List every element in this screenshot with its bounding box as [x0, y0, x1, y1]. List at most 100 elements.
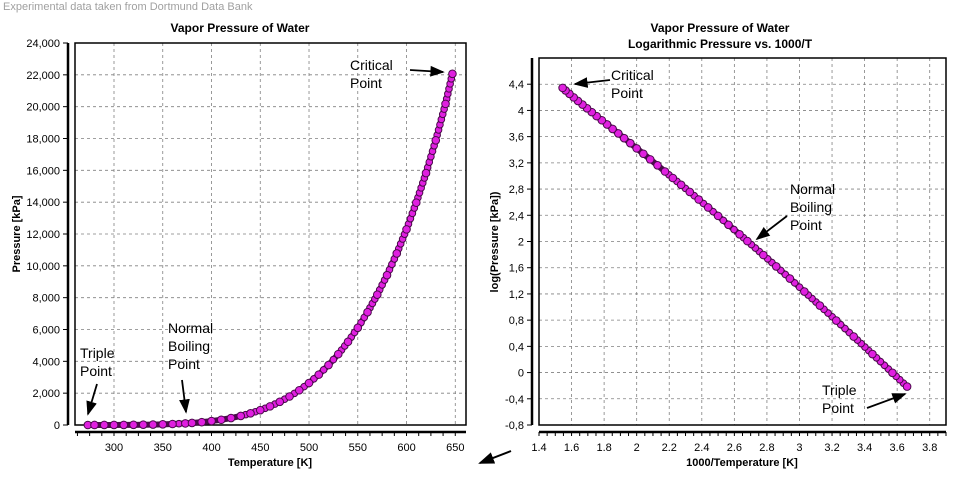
left-y-tick-label: 10,000: [26, 261, 60, 273]
left-x-tick-label: 400: [202, 442, 220, 454]
left-data-point: [90, 420, 99, 430]
left-data-point: [158, 420, 168, 429]
right-data-point: [759, 250, 768, 260]
left-data-point: [99, 420, 109, 430]
left-annotation-text: Normal: [168, 320, 213, 336]
right-x-tick-label: 2.8: [759, 442, 774, 454]
right-y-tick-label: 1,2: [509, 289, 524, 301]
right-data-point: [724, 220, 733, 230]
left-y-tick-label: 0: [54, 420, 60, 432]
left-y-tick-label: 22,000: [26, 70, 60, 82]
right-y-axis-label: log(Pressure [kPa]): [489, 191, 501, 292]
left-x-tick-label: 350: [154, 442, 172, 454]
right-data-point: [639, 149, 648, 159]
left-x-tick-label: 450: [251, 442, 269, 454]
left-data-point: [246, 409, 255, 418]
left-data-point: [411, 198, 421, 207]
left-y-tick-label: 2,000: [32, 388, 60, 400]
left-data-point: [382, 270, 392, 280]
left-data-point: [187, 418, 197, 428]
left-data-point: [304, 378, 314, 388]
left-annotation-text: Point: [168, 356, 200, 372]
left-annotation-text: Triple: [80, 345, 115, 361]
right-data-point: [831, 316, 841, 325]
right-data-point: [703, 203, 713, 212]
source-caption: Experimental data taken from Dortmund Da…: [3, 1, 253, 13]
arrow-down-left-icon[interactable]: [478, 450, 512, 464]
left-annotation-text: Critical: [350, 57, 393, 73]
left-data-point: [324, 360, 333, 370]
left-y-tick-label: 18,000: [26, 134, 60, 146]
left-y-tick-label: 20,000: [26, 102, 60, 114]
right-y-tick-label: 3,2: [509, 158, 524, 170]
left-y-tick-label: 16,000: [26, 165, 60, 177]
left-data-point: [294, 385, 304, 395]
right-x-tick-label: 1.8: [596, 442, 611, 454]
right-data-point: [800, 287, 809, 296]
left-x-tick-label: 550: [349, 442, 367, 454]
right-x-tick-label: 2: [634, 442, 640, 454]
left-y-axis-label: Pressure [kPa]: [11, 195, 23, 272]
right-x-tick-label: 1.4: [531, 442, 546, 454]
left-data-point: [129, 420, 138, 430]
right-y-tick-label: 0: [518, 368, 524, 380]
right-data-point: [815, 301, 825, 310]
left-chart: 300 350 400 450 500 550 600 650 0 2,000 4,000 6,000…: [26, 38, 467, 454]
right-annotation-text: Normal: [790, 181, 835, 197]
left-annotation-text: Boiling: [168, 338, 210, 354]
left-data-point: [168, 419, 177, 429]
right-y-tick-label: 2,4: [509, 210, 524, 222]
right-data-point: [645, 155, 655, 164]
right-x-tick-label: 3.4: [857, 442, 872, 454]
left-annotation-text: Point: [350, 75, 382, 91]
left-x-tick-label: 650: [446, 442, 464, 454]
left-data-point: [207, 416, 216, 426]
left-data-point: [372, 290, 382, 299]
right-y-tick-label: -0,4: [505, 394, 524, 406]
right-data-point: [785, 274, 795, 283]
right-data-point: [653, 160, 662, 170]
right-data-point: [694, 195, 704, 204]
right-y-tick-label: 4,4: [509, 79, 524, 91]
left-data-point: [138, 420, 148, 430]
right-data-point: [771, 262, 781, 271]
left-y-tick-label: 4,000: [32, 356, 60, 368]
left-data-point: [333, 349, 343, 359]
left-y-tick-label: 6,000: [32, 325, 60, 337]
left-data-point: [363, 307, 372, 317]
right-x-axis-label: 1000/Temperature [K]: [686, 457, 798, 469]
right-y-tick-label: 3,6: [509, 132, 524, 144]
left-data-point: [448, 69, 457, 79]
right-data-point: [902, 382, 912, 391]
left-y-tick-label: 12,000: [26, 229, 60, 241]
right-data-point: [735, 229, 744, 239]
right-data-point: [743, 236, 752, 246]
left-data-point: [226, 413, 236, 423]
left-data-point: [441, 99, 450, 109]
right-data-point: [660, 167, 670, 176]
right-data-point: [888, 368, 897, 378]
right-y-tick-label: -0,8: [505, 420, 524, 432]
right-data-point: [632, 144, 641, 153]
right-y-tick-label: 2: [518, 237, 524, 249]
left-data-point: [275, 397, 285, 407]
right-data-point: [868, 349, 877, 359]
right-annotation-text: Critical: [611, 67, 654, 83]
right-annotation-text: Boiling: [790, 199, 832, 215]
right-data-point: [613, 129, 623, 138]
right-chart: 1.4 1.6 1.8 2 2.2 2.4 2.6 2.8 3 3.2 3.4 3.6 3.8 -0,8 -…: [505, 57, 947, 454]
right-y-tick-label: 0,8: [509, 315, 524, 327]
left-data-point: [119, 420, 129, 430]
right-data-point: [668, 173, 678, 183]
left-data-point: [343, 337, 353, 347]
left-x-tick-label: 500: [300, 442, 318, 454]
left-plot-frame: [74, 42, 467, 426]
right-annotation-text: Point: [822, 400, 854, 416]
right-y-tick-label: 0,4: [509, 341, 524, 353]
left-chart-title: Vapor Pressure of Water: [171, 21, 310, 35]
right-data-point: [676, 180, 686, 190]
right-annotation-text: Point: [611, 85, 643, 101]
right-chart-subtitle: Logarithmic Pressure vs. 1000/T: [628, 37, 813, 51]
left-annotation-arrow-icon: [179, 379, 190, 414]
